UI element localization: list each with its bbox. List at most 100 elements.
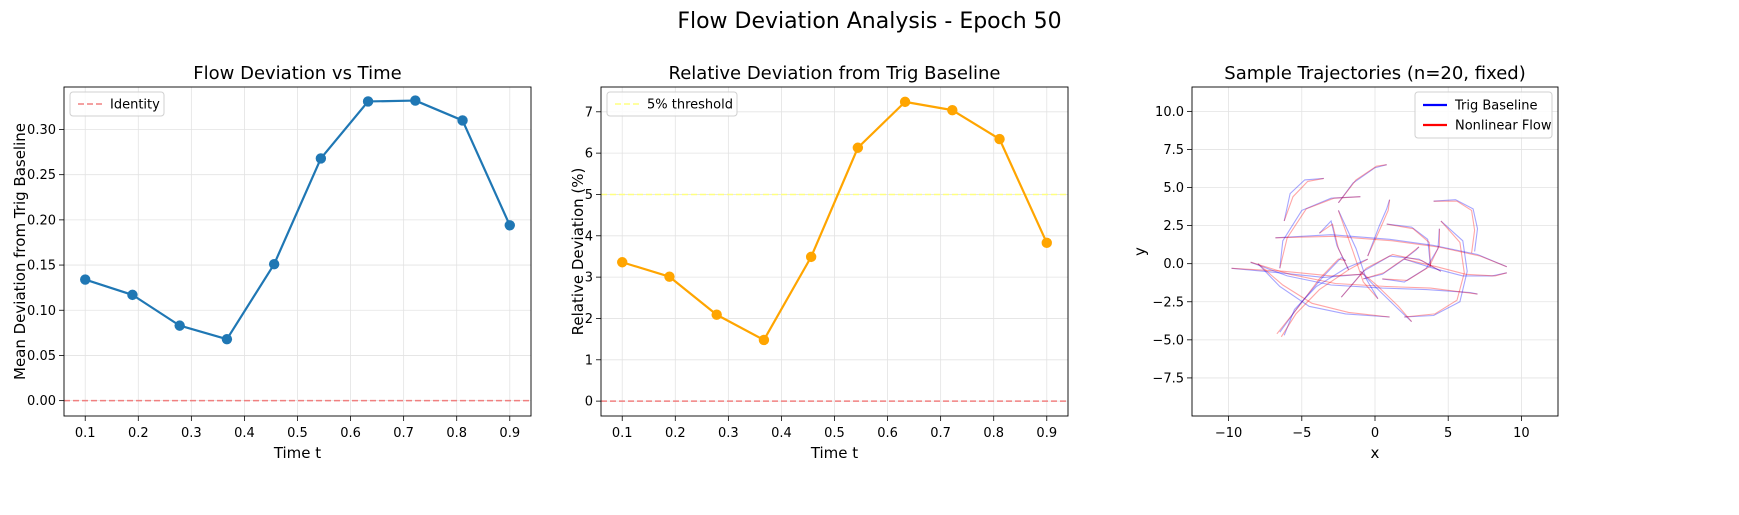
trajectory-flow xyxy=(1337,210,1379,300)
data-point xyxy=(504,220,515,231)
trajectory-baseline xyxy=(1250,261,1478,295)
panel-title: Sample Trajectories (n=20, fixed) xyxy=(1224,63,1525,84)
legend-box xyxy=(606,91,738,117)
data-point xyxy=(852,142,864,153)
x-tick-label: 0.2 xyxy=(665,426,686,441)
panel-2: 0.1 0.2 0.3 0.4 0.5 0.6 0.7 0.8 0.9 0 1 2 3 4 5 6 7 Relat… xyxy=(569,63,1069,462)
trajectory-baseline xyxy=(1319,219,1350,271)
trajectory-baseline xyxy=(1433,199,1479,252)
x-tick-label: 0.8 xyxy=(983,426,1004,441)
x-tick-label: 0.4 xyxy=(771,426,792,441)
y-tick-label: −5.0 xyxy=(1152,333,1184,348)
y-tick-label: 0 xyxy=(585,395,593,410)
x-tick-label: 0.1 xyxy=(75,426,96,441)
x-axis-label: x xyxy=(1371,444,1380,462)
x-tick-label: 10 xyxy=(1513,426,1530,441)
data-point xyxy=(80,274,91,285)
data-point xyxy=(947,104,958,116)
legend-box xyxy=(69,91,165,117)
x-tick-label: 0.2 xyxy=(128,426,149,441)
plot-area xyxy=(64,95,531,402)
y-tick-label: 0.30 xyxy=(27,123,56,138)
axes-frame xyxy=(600,86,1069,417)
x-tick-label: 0.8 xyxy=(446,426,467,441)
trajectory-baseline xyxy=(1279,196,1361,269)
y-tick-label: 7 xyxy=(585,105,593,120)
y-tick-label: 0.25 xyxy=(27,168,56,183)
x-tick-label: 0.3 xyxy=(181,426,202,441)
data-point xyxy=(362,96,374,107)
trajectory-baseline xyxy=(1363,246,1420,280)
series-line xyxy=(621,100,1048,342)
y-tick-label: 0.20 xyxy=(27,213,56,228)
x-tick-label: −10 xyxy=(1215,426,1242,441)
y-axis-label: Mean Deviation from Trig Baseline xyxy=(11,123,29,380)
x-tick-label: 0.5 xyxy=(824,426,845,441)
series-line xyxy=(84,99,511,341)
trajectory-baseline xyxy=(1404,258,1507,277)
y-tick-label: 0.15 xyxy=(27,259,56,274)
trajectory-baseline xyxy=(1283,258,1368,336)
data-point xyxy=(664,271,675,282)
trajectory-flow xyxy=(1257,263,1390,318)
axes-frame xyxy=(63,86,532,417)
data-point xyxy=(410,95,421,106)
trajectory-baseline xyxy=(1382,228,1440,283)
panel-title: Flow Deviation vs Time xyxy=(193,63,401,84)
data-point xyxy=(174,320,185,331)
trajectory-baseline xyxy=(1386,223,1432,267)
trajectory-flow xyxy=(1337,164,1387,204)
trajectory-baseline xyxy=(1367,199,1391,257)
data-point xyxy=(758,334,770,346)
legend-box xyxy=(1414,91,1553,139)
data-point xyxy=(805,251,817,263)
x-tick-label: 0.1 xyxy=(612,426,633,441)
y-tick-label: 0.10 xyxy=(27,304,56,319)
panel-3: −10 −5 0 5 10 −7.5 −5.0 −2.5 0.0 2.5 5.0 7.5 10.0 Sam… xyxy=(1131,63,1559,462)
trajectory-baseline xyxy=(1257,263,1390,318)
trajectory-flow xyxy=(1231,267,1364,277)
x-tick-label: 0.7 xyxy=(930,426,951,441)
plot-area xyxy=(1231,164,1508,338)
trajectory-flow xyxy=(1386,223,1432,267)
trajectory-flow xyxy=(1275,235,1508,268)
data-point xyxy=(617,257,628,268)
x-tick-label: 0.9 xyxy=(499,426,520,441)
trajectory-baseline xyxy=(1340,255,1442,298)
x-tick-label: −5 xyxy=(1292,426,1311,441)
trajectory-flow xyxy=(1382,228,1440,281)
trajectory-baseline xyxy=(1337,164,1387,204)
legend-label: 5% threshold xyxy=(647,98,733,113)
x-tick-label: 0 xyxy=(1371,426,1379,441)
trajectory-baseline xyxy=(1404,220,1468,318)
x-tick-label: 5 xyxy=(1444,426,1452,441)
panel-title: Relative Deviation from Trig Baseline xyxy=(669,63,1001,84)
x-tick-label: 0.4 xyxy=(234,426,255,441)
x-tick-label: 0.5 xyxy=(287,426,308,441)
trajectory-flow xyxy=(1433,200,1476,254)
trajectory-flow xyxy=(1404,258,1507,277)
y-tick-label: 2.5 xyxy=(1163,219,1184,234)
x-tick-label: 0.7 xyxy=(393,426,414,441)
y-tick-label: 2 xyxy=(585,312,593,327)
x-tick-label: 0.3 xyxy=(718,426,739,441)
trajectory-flow xyxy=(1363,246,1420,280)
y-axis-label: y xyxy=(1131,247,1149,256)
y-tick-label: 10.0 xyxy=(1155,105,1184,120)
data-point xyxy=(899,96,911,108)
data-point xyxy=(1041,237,1052,249)
trajectory-flow xyxy=(1276,258,1346,335)
data-point xyxy=(711,309,722,320)
y-tick-label: 5 xyxy=(585,188,593,203)
trajectory-baseline xyxy=(1337,210,1379,299)
trajectory-baseline xyxy=(1231,267,1361,278)
x-axis-label: Time t xyxy=(810,444,858,462)
trajectory-flow xyxy=(1319,223,1350,271)
x-tick-label: 0.6 xyxy=(340,426,361,441)
trajectory-flow xyxy=(1367,199,1391,257)
trajectory-baseline xyxy=(1283,177,1324,222)
trajectory-flow xyxy=(1280,258,1368,338)
data-point xyxy=(268,258,280,270)
trajectory-flow xyxy=(1360,270,1413,322)
